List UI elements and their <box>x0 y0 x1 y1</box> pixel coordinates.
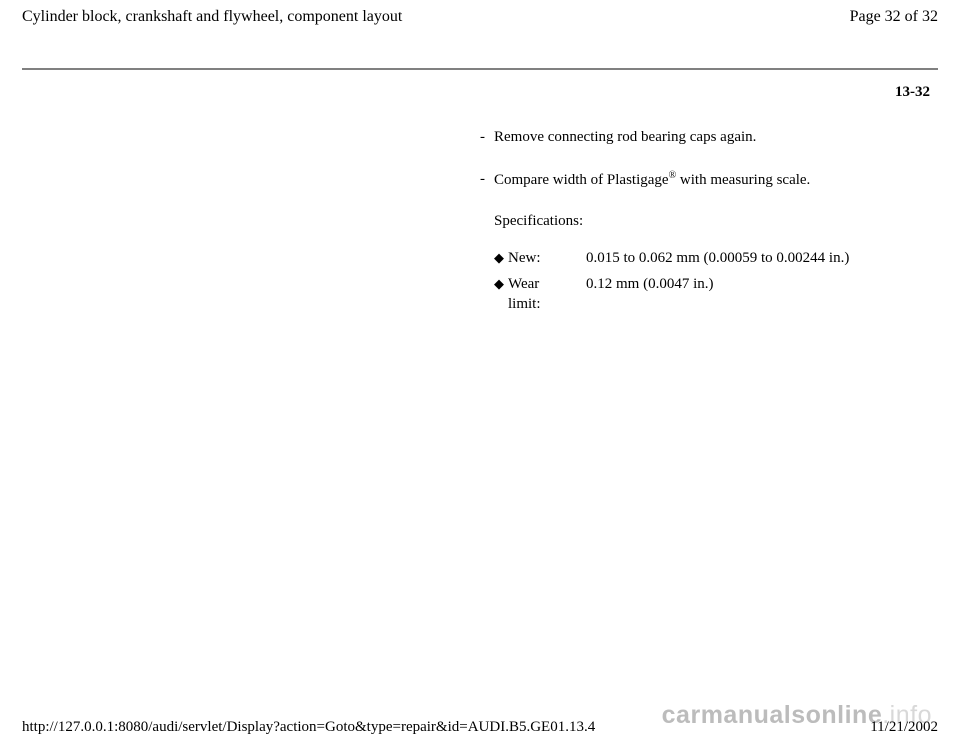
specifications-table: ◆ New: 0.015 to 0.062 mm (0.00059 to 0.0… <box>480 248 910 315</box>
page-header: Cylinder block, crankshaft and flywheel,… <box>0 0 960 32</box>
page-footer: http://127.0.0.1:8080/audi/servlet/Displ… <box>22 719 938 736</box>
specifications-heading: Specifications: <box>480 213 910 230</box>
diamond-bullet-icon: ◆ <box>494 274 508 315</box>
header-title: Cylinder block, crankshaft and flywheel,… <box>22 8 402 26</box>
step-item: - Compare width of Plastigage® with meas… <box>480 169 910 190</box>
step-text: Compare width of Plastigage® with measur… <box>494 169 910 190</box>
step-item: - Remove connecting rod bearing caps aga… <box>480 127 910 147</box>
dash-marker: - <box>480 127 494 147</box>
spec-label: New: <box>508 248 568 268</box>
step-text-post: with measuring scale. <box>676 172 810 188</box>
header-page-indicator: Page 32 of 32 <box>850 8 938 26</box>
step-text: Remove connecting rod bearing caps again… <box>494 127 910 147</box>
footer-url: http://127.0.0.1:8080/audi/servlet/Displ… <box>22 719 595 736</box>
spec-label: Wear limit: <box>508 274 568 315</box>
spec-row: ◆ Wear limit: 0.12 mm (0.0047 in.) <box>494 274 910 315</box>
step-text-pre: Compare width of Plastigage <box>494 172 669 188</box>
content-area: - Remove connecting rod bearing caps aga… <box>480 101 910 314</box>
dash-marker: - <box>480 169 494 190</box>
footer-date: 11/21/2002 <box>870 719 938 736</box>
spec-row: ◆ New: 0.015 to 0.062 mm (0.00059 to 0.0… <box>494 248 910 268</box>
diamond-bullet-icon: ◆ <box>494 248 508 268</box>
spec-value: 0.12 mm (0.0047 in.) <box>568 274 910 315</box>
spec-value: 0.015 to 0.062 mm (0.00059 to 0.00244 in… <box>568 248 910 268</box>
section-page-number: 13-32 <box>0 70 960 101</box>
